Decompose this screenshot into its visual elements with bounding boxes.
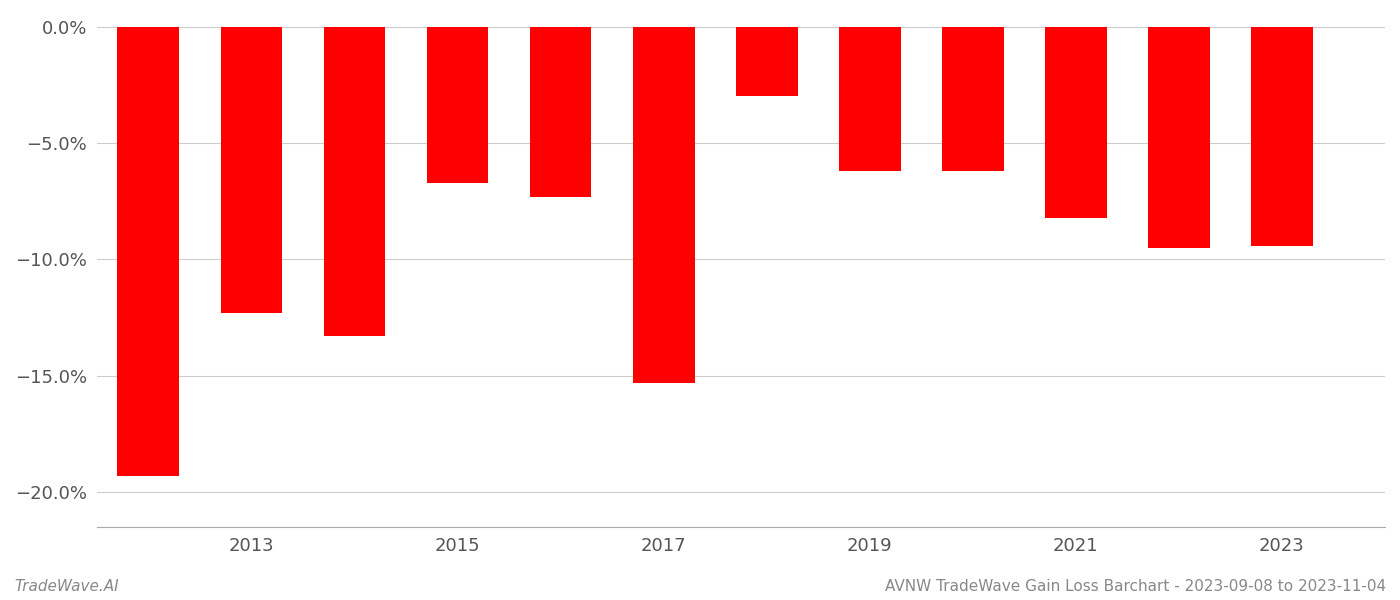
Bar — [118, 26, 179, 476]
Bar — [323, 26, 385, 337]
Bar — [529, 26, 591, 197]
Bar — [633, 26, 694, 383]
Bar — [221, 26, 283, 313]
Bar — [839, 26, 900, 171]
Bar — [1148, 26, 1210, 248]
Bar — [1252, 26, 1313, 245]
Text: TradeWave.AI: TradeWave.AI — [14, 579, 119, 594]
Bar — [427, 26, 489, 182]
Text: AVNW TradeWave Gain Loss Barchart - 2023-09-08 to 2023-11-04: AVNW TradeWave Gain Loss Barchart - 2023… — [885, 579, 1386, 594]
Bar — [942, 26, 1004, 171]
Bar — [1044, 26, 1107, 218]
Bar — [736, 26, 798, 97]
